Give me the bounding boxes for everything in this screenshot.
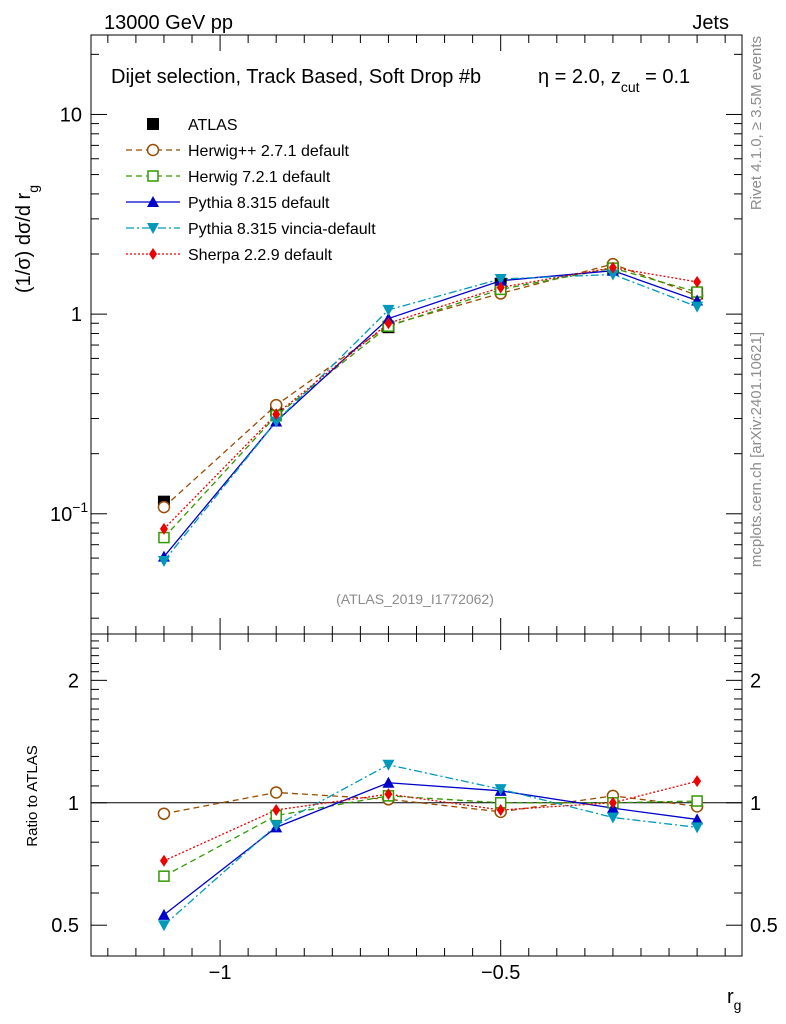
main-ytick-label-base: 1	[71, 304, 82, 326]
ratio-point-vincia	[157, 920, 170, 932]
legend-marker-atlas	[147, 118, 159, 130]
main-point-sherpa	[272, 408, 281, 421]
main-line-vincia	[163, 273, 698, 562]
ratio-axis-ticks: −1 −0.5 2 2 1 1 0.5 0.5	[51, 634, 778, 984]
ratio-ylabel: Ratio to ATLAS	[24, 745, 41, 846]
main-line-herwigpp	[163, 263, 698, 508]
ratio-line-vincia	[163, 764, 698, 926]
legend-marker-pythia	[147, 196, 159, 207]
main-ylabel-text: (1/σ) dσ/d r	[13, 192, 35, 293]
plot-title-tail: = 0.1	[640, 66, 691, 88]
ratio-point-herwig7	[691, 795, 703, 807]
main-line-sherpa	[163, 266, 698, 530]
ratio-ytick-label-left: 2	[68, 670, 79, 692]
main-point-sherpa	[384, 317, 393, 330]
ratio-ytick-label-right: 0.5	[750, 915, 778, 937]
mcplots-label: mcplots.cern.ch [arXiv:2401.10621]	[748, 332, 765, 567]
legend-label-vincia: Pythia 8.315 vincia-default	[188, 221, 376, 238]
main-ytick-label: 10−1	[50, 499, 88, 526]
main-series-group	[157, 257, 704, 568]
legend-label-herwigpp: Herwig++ 2.7.1 default	[188, 143, 350, 160]
ratio-point-herwig7	[158, 870, 170, 882]
main-point-sherpa	[693, 275, 702, 288]
ratio-point-vincia	[494, 784, 507, 796]
main-line-herwig7	[163, 267, 698, 539]
ratio-point-vincia	[606, 812, 619, 824]
legend-marker-vincia	[147, 223, 159, 234]
rivet-label: Rivet 4.1.0, ≥ 3.5M events	[748, 36, 765, 210]
main-point-herwigpp	[157, 500, 171, 514]
legend: ATLAS Herwig++ 2.7.1 default Herwig 7.2.1 …	[126, 117, 376, 264]
ratio-point-pythia	[691, 813, 704, 825]
legend-marker-herwigpp	[146, 143, 160, 157]
legend-label-sherpa: Sherpa 2.2.9 default	[188, 247, 333, 264]
ratio-ytick-label-left: 1	[68, 793, 79, 815]
ratio-series-group	[157, 759, 704, 932]
x-axis-label-text: r	[727, 986, 734, 1008]
ratio-point-pythia	[157, 908, 170, 920]
main-point-vincia	[494, 273, 507, 285]
ratio-point-sherpa	[384, 788, 393, 801]
main-point-sherpa	[159, 522, 168, 535]
plot-title-main: Dijet selection, Track Based, Soft Drop …	[111, 66, 481, 88]
ratio-line-herwigpp	[163, 791, 698, 815]
main-ylabel-sub: g	[25, 185, 41, 193]
legend-marker-herwig7	[147, 170, 159, 182]
main-ytick-label-exponent: −1	[72, 499, 88, 515]
main-point-vincia	[691, 301, 704, 313]
ratio-line-pythia	[163, 782, 698, 916]
ratio-point-sherpa	[693, 775, 702, 788]
legend-label-pythia: Pythia 8.315 default	[188, 195, 330, 212]
main-point-sherpa	[608, 261, 617, 274]
main-ytick-label-base: 10	[60, 104, 82, 126]
ratio-point-herwigpp	[157, 807, 171, 820]
ratio-line-sherpa	[163, 780, 698, 862]
ratio-ytick-label-left: 0.5	[51, 915, 79, 937]
main-ytick-label: 1	[71, 304, 82, 326]
main-ytick-label: 10	[60, 104, 82, 126]
ratio-point-sherpa	[159, 854, 168, 867]
ratio-point-vincia	[270, 820, 283, 832]
header-right: Jets	[692, 12, 729, 34]
main-point-vincia	[270, 416, 283, 428]
plot-title: Dijet selection, Track Based, Soft Drop …	[111, 66, 481, 88]
ratio-point-vincia	[691, 822, 704, 834]
main-ytick-label-base: 10	[50, 504, 72, 526]
analysis-watermark: (ATLAS_2019_I1772062)	[336, 591, 494, 607]
ratio-xtick-label: −0.5	[481, 962, 520, 984]
ratio-point-pythia	[382, 776, 395, 788]
ratio-panel-frame	[90, 633, 743, 957]
legend-label-atlas: ATLAS	[188, 117, 238, 134]
x-axis-label: rg	[727, 986, 741, 1013]
ratio-ytick-label-right: 2	[750, 670, 761, 692]
ratio-point-vincia	[382, 759, 395, 771]
plot-title-params: η = 2.0, zcut = 0.1	[538, 66, 690, 95]
ratio-point-sherpa	[608, 796, 617, 809]
main-point-sherpa	[496, 281, 505, 294]
main-point-vincia	[157, 556, 170, 568]
plot-title-eta: η = 2.0, z	[538, 66, 621, 88]
ratio-point-herwigpp	[269, 786, 283, 799]
ratio-point-sherpa	[496, 803, 505, 816]
ratio-point-sherpa	[272, 803, 281, 816]
main-point-vincia	[382, 304, 395, 316]
main-point-vincia	[606, 269, 619, 281]
ratio-ytick-label-right: 1	[750, 793, 761, 815]
legend-marker-sherpa	[149, 248, 157, 260]
ratio-line-herwig7	[163, 795, 698, 877]
ratio-xtick-label: −1	[209, 962, 232, 984]
legend-label-herwig7: Herwig 7.2.1 default	[188, 169, 331, 186]
main-ylabel: (1/σ) dσ/d rg	[13, 185, 41, 293]
plot-title-sub: cut	[621, 79, 640, 95]
header-left: 13000 GeV pp	[104, 12, 233, 34]
x-axis-label-sub: g	[734, 997, 742, 1013]
